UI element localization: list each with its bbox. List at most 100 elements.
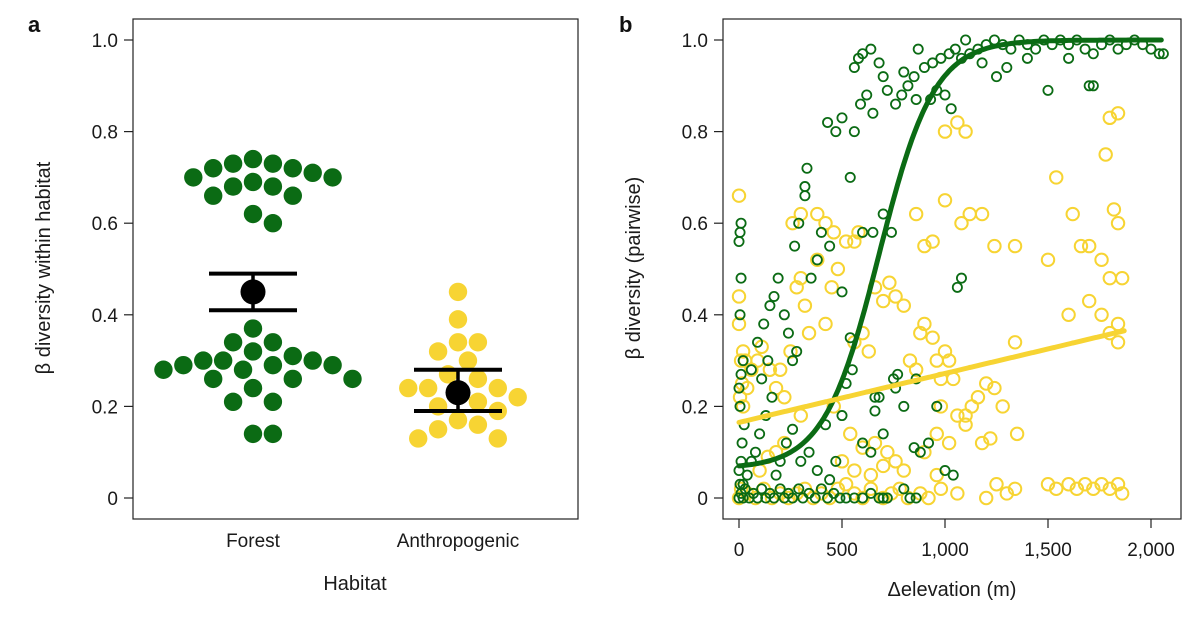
panel-b-point-forest — [791, 345, 803, 357]
panel-b-point-forest — [873, 391, 885, 403]
panel-b-point-forest — [774, 483, 786, 495]
panel-b-point-anthropogenic — [1110, 335, 1126, 350]
panel-b-point-forest — [873, 57, 885, 69]
panel-b-point-forest — [758, 318, 770, 330]
panel-b-point-forest — [1079, 43, 1091, 55]
panel-b-point-forest — [951, 281, 963, 293]
panel-b-point-forest — [836, 112, 848, 124]
panel-b-point-forest — [1145, 43, 1157, 55]
panel-b-point-forest — [836, 410, 848, 422]
panel-b-point-forest — [733, 236, 745, 248]
panel-b-point-forest — [787, 423, 799, 435]
panel-b-point-forest — [736, 437, 748, 449]
panel-b-point-forest — [733, 382, 745, 394]
panel-b-point-anthropogenic — [929, 426, 944, 442]
panel-b-point-anthropogenic — [917, 238, 932, 254]
panel-b-point-forest — [772, 272, 784, 284]
panel-a-point-forest — [154, 360, 173, 379]
panel-b-frame — [722, 18, 1182, 520]
panel-b-point-forest — [855, 98, 867, 110]
panel-b-point-forest — [801, 162, 813, 174]
panel-b-point-forest — [749, 446, 761, 458]
panel-b-x-axis: 0 500 1,000 1,500 2,000 — [734, 519, 1175, 561]
panel-b-point-forest — [867, 107, 879, 119]
panel-b-point-anthropogenic — [888, 289, 903, 304]
panel-a-point-forest — [243, 149, 263, 169]
panel-a-x-tick-label: Forest — [226, 531, 281, 552]
panel-b-point-anthropogenic — [921, 490, 936, 506]
panel-b-point-anthropogenic — [1102, 110, 1118, 126]
panel-b-point-anthropogenic — [1110, 216, 1126, 231]
panel-b-point-forest — [811, 465, 823, 477]
panel-b-x-tick-label: 2,000 — [1127, 540, 1175, 561]
panel-b-point-forest — [885, 226, 897, 238]
panel-a-point-forest — [283, 159, 302, 178]
panel-a-mean-forest — [240, 279, 266, 305]
panel-b-x-tick-label: 1,000 — [921, 540, 969, 561]
panel-a-point-anthropogenic — [448, 333, 468, 352]
panel-a-point-forest — [194, 351, 213, 370]
panel-b-point-forest — [844, 171, 856, 183]
panel-a-point-forest — [263, 333, 283, 352]
panel-b-point-forest — [873, 492, 885, 504]
panel-b-point-anthropogenic — [958, 124, 973, 139]
panel-b-point-forest — [795, 455, 807, 467]
panel-a-means — [209, 271, 502, 413]
panel-b-point-forest — [857, 226, 869, 238]
panel-b-point-forest — [1087, 80, 1099, 92]
panel-b-point-anthropogenic — [925, 330, 940, 345]
panel-b-point-forest — [857, 48, 869, 60]
panel-b-point-anthropogenic — [781, 490, 796, 506]
panel-b-point-forest — [815, 483, 827, 495]
panel-b-forest-fit — [736, 37, 1164, 469]
panel-a-y-label: β diversity within habitat — [33, 161, 55, 374]
panel-b-point-forest — [945, 103, 957, 115]
panel-a-point-forest — [204, 159, 223, 178]
panel-a-point-forest — [233, 360, 253, 379]
panel-b-point-anthropogenic — [964, 399, 979, 414]
panel-a-y-axis: 0 0.2 0.4 0.6 0.8 1.0 — [92, 31, 133, 510]
panel-b-point-anthropogenic — [876, 293, 891, 309]
panel-b-point-forest — [1063, 52, 1075, 64]
panel-b-point-forest — [848, 126, 860, 138]
panel-b-point-forest — [931, 400, 943, 412]
panel-a-point-anthropogenic — [428, 420, 448, 439]
panel-b-point-anthropogenic — [801, 325, 817, 341]
panel-b-point-forest — [877, 492, 889, 504]
panel-a-point-forest — [204, 186, 223, 205]
panel-b-point-forest — [869, 405, 881, 417]
panel-a-point-forest — [223, 154, 243, 173]
panel-b-point-forest — [834, 492, 846, 504]
panel-b-fits — [736, 37, 1164, 469]
panel-a-point-forest — [283, 346, 302, 366]
panel-a-point-forest — [303, 163, 322, 183]
panel-a-point-anthropogenic — [448, 410, 468, 430]
panel-a-point-anthropogenic — [458, 351, 478, 370]
panel-b-point-forest — [949, 43, 961, 55]
panel-b-point-forest — [908, 71, 920, 83]
panel-b-point-forest — [766, 391, 778, 403]
panel-b-point-forest — [1001, 61, 1013, 73]
panel-b-point-anthropogenic — [826, 225, 841, 240]
panel-b-point-forest — [898, 483, 910, 495]
panel-b-point-forest — [1042, 84, 1054, 96]
panel-b-x-label: Δelevation (m) — [888, 579, 1017, 601]
panel-b-point-anthropogenic — [876, 490, 891, 506]
panel-b-y-tick-label: 0.8 — [682, 123, 708, 144]
panel-a-point-anthropogenic — [399, 378, 418, 398]
panel-b-point-forest — [904, 492, 916, 504]
panel-b-point-anthropogenic — [1007, 238, 1023, 254]
panel-b-point-forest — [830, 455, 842, 467]
panel-b-point-anthropogenic — [1040, 477, 1056, 492]
panel-b-y-tick-label: 0.2 — [682, 397, 708, 418]
panel-b-x-tick-label: 500 — [826, 540, 858, 561]
panel-b-point-anthropogenic — [1049, 170, 1064, 185]
panel-a-point-forest — [204, 369, 223, 389]
panel-b-y-tick-label: 1.0 — [682, 31, 708, 52]
panel-b-point-anthropogenic — [1114, 270, 1130, 286]
panel-b-point-forest — [830, 126, 842, 138]
panel-a-label: a — [28, 12, 41, 37]
panel-b-point-anthropogenic — [731, 316, 747, 332]
panel-a-point-forest — [174, 355, 193, 375]
